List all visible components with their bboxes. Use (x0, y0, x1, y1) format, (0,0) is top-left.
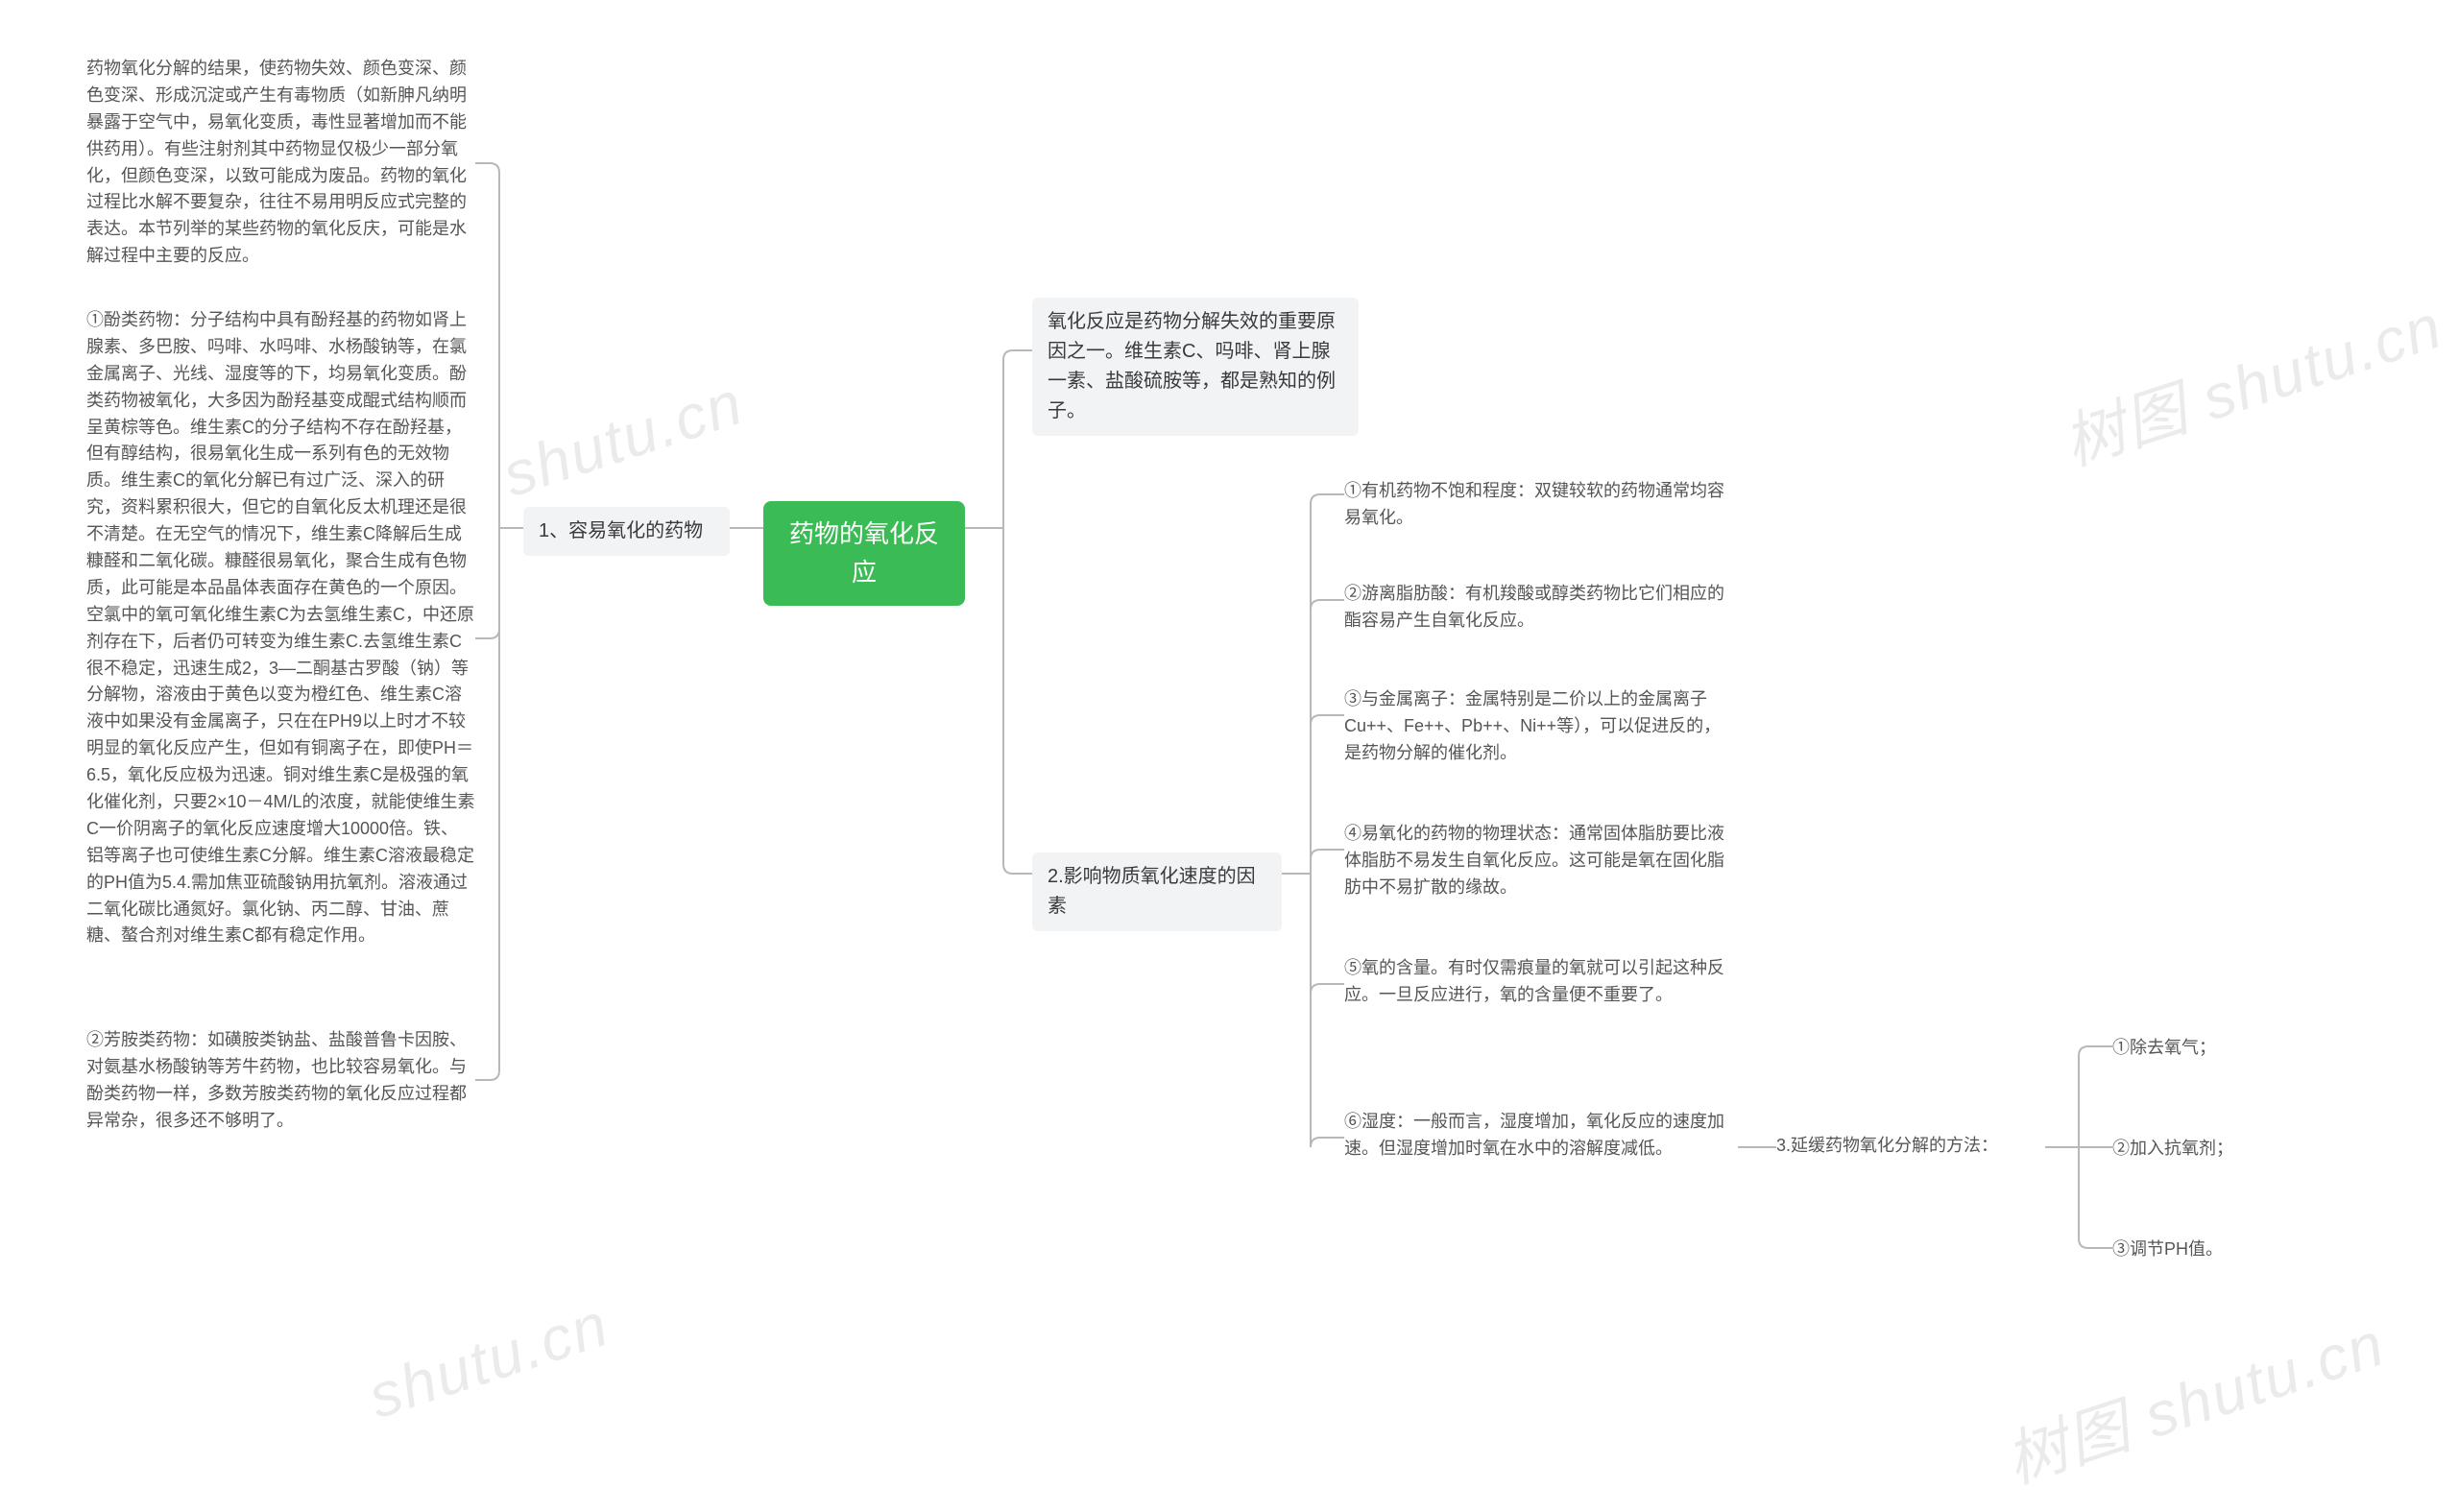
leaf-method-3: ③调节PH值。 (2112, 1236, 2285, 1263)
watermark-text: shutu.cn (2136, 1308, 2394, 1451)
watermark-text: shutu.cn (2194, 291, 2451, 433)
leaf-factor-2: ②游离脂肪酸：有机羧酸或醇类药物比它们相应的酯容易产生自氧化反应。 (1344, 581, 1728, 635)
watermark: shutu.cn (360, 1288, 617, 1432)
watermark: 树图 shutu.cn (2051, 277, 2452, 483)
leaf-method-1: ①除去氧气； (2112, 1035, 2285, 1062)
box-oxidation-reason: 氧化反应是药物分解失效的重要原因之一。维生素C、吗啡、肾上腺一素、盐酸硫胺等，都… (1032, 298, 1359, 436)
watermark: shutu.cn (494, 367, 752, 511)
leaf-phenol: ①酚类药物：分子结构中具有酚羟基的药物如肾上腺素、多巴胺、吗啡、水吗啡、水杨酸钠… (86, 307, 475, 949)
leaf-factor-1: ①有机药物不饱和程度：双键较软的药物通常均容易氧化。 (1344, 478, 1728, 532)
leaf-factor-5: ⑤氧的含量。有时仅需痕量的氧就可以引起这种反应。一旦反应进行，氧的含量便不重要了… (1344, 955, 1728, 1009)
leaf-arylamine: ②芳胺类药物：如磺胺类钠盐、盐酸普鲁卡因胺、对氨基水杨酸钠等芳牛药物，也比较容易… (86, 1027, 475, 1135)
branch-factors: 2.影响物质氧化速度的因素 (1032, 852, 1282, 931)
leaf-method-2: ②加入抗氧剂； (2112, 1136, 2304, 1163)
branch-easy-oxidize: 1、容易氧化的药物 (523, 507, 730, 556)
watermark-prefix: 树图 (2055, 373, 2197, 478)
branch-methods: 3.延缓药物氧化分解的方法： (1776, 1133, 2045, 1160)
leaf-factor-6: ⑥湿度：一般而言，湿度增加，氧化反应的速度加速。但湿度增加时氧在水中的溶解度减低… (1344, 1109, 1738, 1163)
leaf-factor-4: ④易氧化的药物的物理状态：通常固体脂肪要比液体脂肪不易发生自氧化反应。这可能是氧… (1344, 821, 1728, 901)
leaf-factor-3: ③与金属离子：金属特别是二价以上的金属离子Cu++、Fe++、Pb++、Ni++… (1344, 686, 1728, 767)
root-node: 药物的氧化反应 (763, 501, 965, 606)
watermark-prefix: 树图 (1997, 1391, 2139, 1496)
leaf-intro: 药物氧化分解的结果，使药物失效、颜色变深、颜色变深、形成沉淀或产生有毒物质（如新… (86, 56, 475, 270)
watermark: 树图 shutu.cn (1993, 1295, 2395, 1500)
